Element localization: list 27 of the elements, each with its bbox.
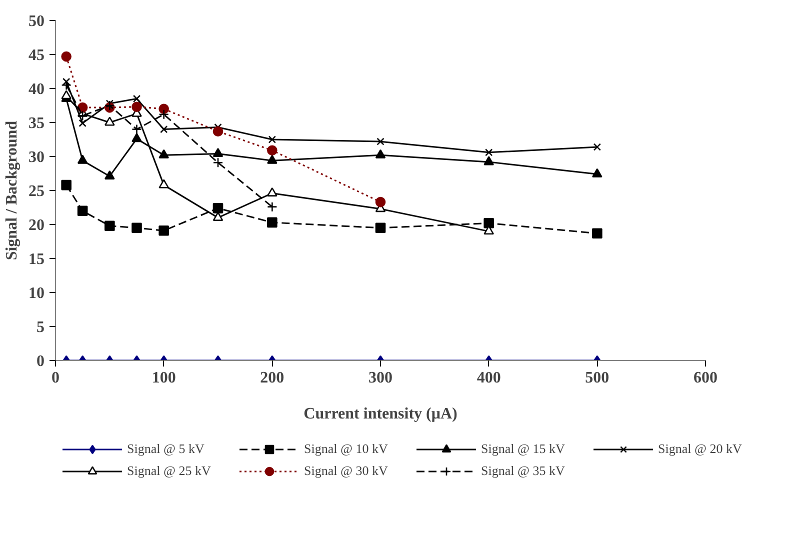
x-tick-label: 400 [476,370,501,386]
legend-label: Signal @ 10 kV [304,441,389,457]
legend-label: Signal @ 25 kV [127,463,212,479]
x-axis-title: Current intensity (μA) [304,406,458,422]
legend-label: Signal @ 5 kV [127,441,206,457]
legend-label: Signal @ 20 kV [658,441,743,457]
y-tick-label: 25 [28,183,44,200]
legend-label: Signal @ 35 kV [481,463,566,479]
y-axis-title: Signal / Background [4,120,20,260]
x-tick-label: 300 [368,370,392,386]
x-tick-label: 500 [585,370,610,386]
y-tick-label: 10 [28,285,44,302]
y-tick-label: 30 [28,149,44,166]
x-tick-label: 600 [694,370,718,386]
y-tick-label: 50 [28,13,44,30]
legend-label: Signal @ 30 kV [304,463,389,479]
y-tick-label: 15 [28,251,44,268]
y-tick-label: 0 [36,353,44,370]
y-tick-label: 5 [36,319,44,336]
y-tick-label: 40 [28,81,44,98]
legend-label: Signal @ 15 kV [481,441,566,457]
y-tick-label: 35 [28,115,44,132]
y-tick-label: 20 [28,217,44,234]
x-tick-label: 200 [260,370,284,386]
x-tick-label: 100 [152,370,176,386]
x-tick-label: 0 [52,370,60,386]
y-tick-label: 45 [28,47,44,64]
